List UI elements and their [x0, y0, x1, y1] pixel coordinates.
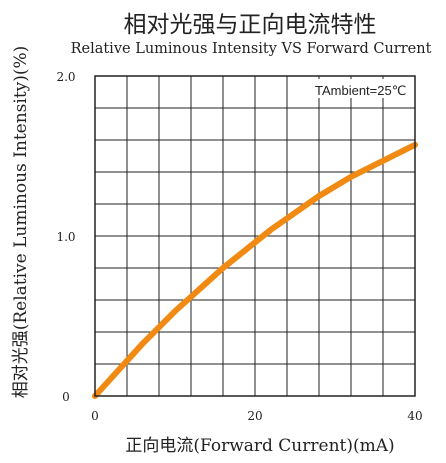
x-tick-label: 20 — [247, 409, 262, 423]
series-line — [92, 141, 418, 399]
chart-title: 相对光强与正向电流特性 — [124, 12, 377, 38]
x-axis-label: 正向电流(Forward Current)(mA) — [125, 436, 394, 456]
tick-labels: 0 20 40 0 1.0 2.0 — [56, 70, 422, 423]
y-tick-label: 0 — [62, 390, 70, 404]
annotation-ambient-temp: TAmbient=25℃ — [315, 83, 406, 98]
chart-subtitle: Relative Luminous Intensity VS Forward C… — [71, 41, 432, 57]
annotation-box — [309, 79, 413, 98]
y-axis-label: 相对光强(Relative Luminous Intensity)(%) — [11, 46, 31, 399]
grid — [95, 76, 415, 396]
plot-frame — [94, 75, 416, 397]
y-tick-label: 2.0 — [56, 70, 75, 84]
y-tick-label: 1.0 — [56, 230, 75, 244]
x-tick-label: 0 — [91, 409, 99, 423]
x-tick-label: 40 — [407, 409, 422, 423]
